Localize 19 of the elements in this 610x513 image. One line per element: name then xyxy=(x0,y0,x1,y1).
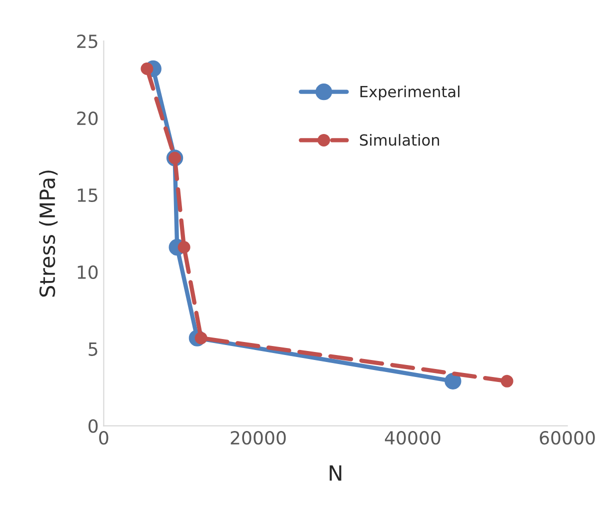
legend-label: Experimental xyxy=(360,86,460,100)
point xyxy=(500,374,514,388)
x-tick-label: 40000 xyxy=(384,430,440,445)
x-tick-label: 60000 xyxy=(540,430,595,445)
point xyxy=(178,241,190,254)
y-axis-title: Stress (MPa) xyxy=(39,170,58,297)
y-tick-label: 20 xyxy=(77,111,98,126)
legend-label: Simulation xyxy=(360,134,440,146)
x-tick-label: 0 xyxy=(99,430,108,445)
y-tick-label: 25 xyxy=(77,34,98,48)
x-axis-title: N xyxy=(330,465,342,481)
y-tick-label: 5 xyxy=(88,342,98,356)
y-tick-label: 10 xyxy=(78,265,98,280)
point xyxy=(444,372,462,390)
y-tick-label: 0 xyxy=(88,419,98,433)
point xyxy=(194,332,208,344)
point xyxy=(140,62,154,75)
y-tick-label: 15 xyxy=(78,188,98,202)
x-tick-label: 20000 xyxy=(230,430,286,445)
